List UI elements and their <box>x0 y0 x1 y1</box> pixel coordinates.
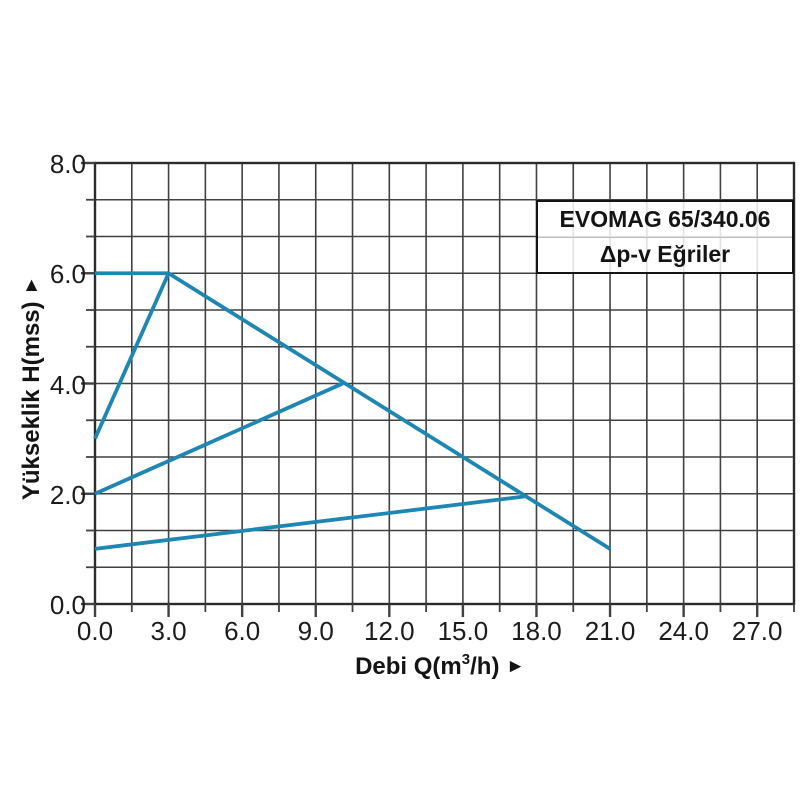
y-tick-label: 2.0 <box>49 479 86 510</box>
dpv-line-setpoint-6 <box>93 272 171 440</box>
dpv-line-setpoint-4 <box>94 381 344 496</box>
x-tick-label: 6.0 <box>224 616 261 646</box>
x-tick-label: 12.0 <box>364 616 415 646</box>
y-tick-label: 0.0 <box>49 590 86 620</box>
y-tick-label: 8.0 <box>49 149 86 179</box>
curve-type-label: Δp-v Eğriler <box>599 241 731 268</box>
model-label-box: EVOMAG 65/340.06 Δp-v Eğriler <box>536 200 794 274</box>
x-axis-title: Debi Q(m3/h) ► <box>355 651 525 681</box>
x-tick-label: 24.0 <box>658 616 709 646</box>
x-tick-label: 3.0 <box>150 616 187 646</box>
y-tick-label: 4.0 <box>49 369 86 400</box>
x-tick-label: 15.0 <box>437 616 489 646</box>
x-tick-label: 18.0 <box>511 616 562 646</box>
dpv-line-setpoint-2 <box>94 494 525 551</box>
x-tick-label: 21.0 <box>584 616 636 646</box>
x-axis-title-superscript: 3 <box>461 651 471 668</box>
x-tick-label: 0.0 <box>76 616 114 646</box>
y-axis-title-text: Yükseklik H(mss) <box>18 301 45 501</box>
x-tick-label: 27.0 <box>731 616 783 646</box>
x-axis-title-suffix: /h) <box>470 653 500 680</box>
x-axis-title-prefix: Debi Q(m <box>355 653 462 680</box>
x-tick-label: 9.0 <box>297 616 334 646</box>
model-name-label: EVOMAG 65/340.06 <box>538 202 792 238</box>
y-tick-label: 6.0 <box>49 259 86 290</box>
right-arrow-icon: ► <box>506 656 525 677</box>
